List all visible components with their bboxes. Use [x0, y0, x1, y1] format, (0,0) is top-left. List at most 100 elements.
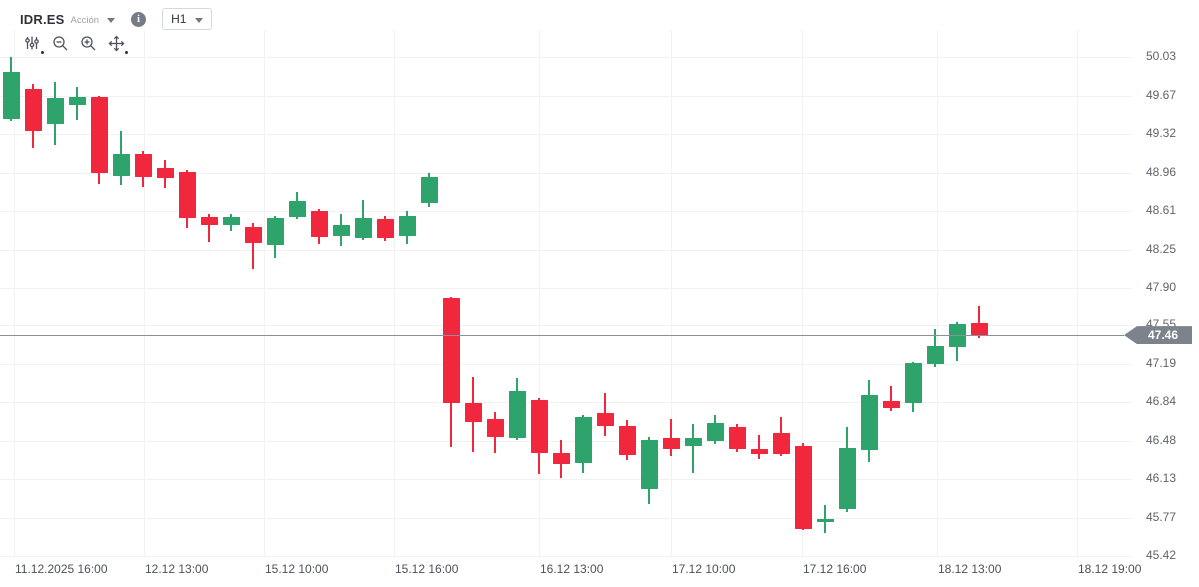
time-tick-label: 17.12 16:00	[803, 562, 867, 576]
symbol-label: IDR.ES	[20, 11, 65, 27]
chart-header: IDR.ES Acción i H1	[20, 8, 213, 30]
price-tick-label: 46.13	[1146, 471, 1177, 486]
time-gridline	[539, 30, 540, 556]
candle-wick-down	[890, 386, 892, 411]
price-tick-label: 49.32	[1146, 125, 1177, 140]
candle-up	[112, 154, 130, 177]
candle-up	[266, 218, 284, 246]
time-tick-label: 16.12 13:00	[540, 562, 604, 576]
zoom-out-icon	[52, 35, 69, 52]
candle-up	[816, 519, 834, 523]
candle-down	[156, 168, 174, 179]
candle-down	[882, 401, 900, 408]
price-gridline	[0, 57, 1132, 58]
candle-up	[838, 447, 856, 510]
price-gridline	[0, 172, 1132, 174]
candle-up	[420, 177, 438, 204]
dropdown-dot	[41, 51, 44, 54]
timeframe-value: H1	[171, 12, 187, 26]
time-gridline	[802, 30, 803, 556]
candle-up	[684, 438, 702, 446]
price-gridline	[0, 402, 1132, 404]
price-gridline	[0, 479, 1132, 481]
time-gridline	[671, 30, 672, 556]
time-tick-label: 18.12 19:00	[1078, 562, 1142, 576]
info-icon[interactable]: i	[131, 11, 147, 27]
candle-up	[354, 218, 372, 238]
candle-down	[750, 448, 768, 455]
price-gridline	[0, 210, 1132, 212]
candle-up	[904, 363, 922, 404]
candle-up	[332, 224, 350, 236]
candle-down	[24, 89, 42, 131]
candle-down	[552, 453, 570, 464]
price-gridline	[0, 325, 1132, 327]
candle-down	[486, 418, 504, 437]
candle-up	[222, 217, 240, 225]
price-tick-label: 49.67	[1146, 87, 1177, 102]
price-tick-label: 48.96	[1146, 164, 1177, 179]
candle-down	[442, 298, 460, 404]
time-tick-label: 15.12 10:00	[265, 562, 329, 576]
time-gridline	[14, 30, 15, 556]
time-tick-label: 11.12.2025 16:00	[15, 562, 108, 576]
candle-down	[200, 217, 218, 225]
pan-button[interactable]	[106, 33, 128, 54]
price-gridline	[0, 555, 1132, 557]
chevron-down-icon	[195, 17, 204, 23]
price-gridline	[0, 133, 1132, 135]
candle-up	[2, 72, 20, 119]
price-tick-label: 47.90	[1146, 279, 1177, 294]
chart-settings-button[interactable]	[22, 33, 44, 54]
candle-down	[244, 226, 262, 244]
price-gridline	[0, 441, 1132, 443]
price-gridline	[0, 95, 1132, 97]
time-tick-label: 18.12 13:00	[938, 562, 1002, 576]
candle-down	[134, 154, 152, 178]
candle-down	[772, 432, 790, 455]
price-gridline	[0, 364, 1132, 366]
candle-up	[860, 394, 878, 450]
candle-wick-down	[670, 418, 672, 457]
timeframe-select[interactable]: H1	[162, 8, 213, 30]
candle-down	[90, 97, 108, 173]
price-tick-label: 48.61	[1146, 202, 1177, 217]
candle-down	[464, 403, 482, 422]
candle-up	[706, 422, 724, 442]
chart-settings-icon	[24, 35, 40, 51]
dropdown-dot	[125, 51, 128, 54]
zoom-in-icon	[80, 35, 97, 52]
symbol-selector[interactable]: IDR.ES Acción	[20, 11, 116, 27]
chart-toolbar	[22, 33, 128, 54]
instrument-type-label: Acción	[70, 14, 100, 26]
price-gridline	[0, 249, 1132, 251]
time-tick-label: 15.12 16:00	[395, 562, 459, 576]
price-tick-label: 47.19	[1146, 356, 1177, 371]
candle-wick-down	[208, 213, 210, 243]
candle-down	[310, 210, 328, 237]
time-gridline	[937, 30, 938, 556]
candle-wick-down	[758, 434, 760, 459]
time-gridline	[1077, 30, 1078, 556]
time-tick-label: 12.12 13:00	[145, 562, 209, 576]
price-tick-label: 45.77	[1146, 510, 1177, 525]
candle-down	[794, 445, 812, 529]
time-gridline	[144, 30, 145, 556]
time-gridline	[264, 30, 265, 556]
candle-down	[728, 427, 746, 449]
candle-up	[574, 417, 592, 463]
pan-icon	[108, 35, 125, 52]
candle-wick-down	[252, 222, 254, 270]
price-tick-label: 46.84	[1146, 394, 1177, 409]
candle-down	[376, 219, 394, 238]
candle-down	[970, 323, 988, 336]
zoom-out-button[interactable]	[50, 33, 70, 53]
candle-wick-down	[978, 305, 980, 339]
zoom-in-button[interactable]	[78, 33, 98, 53]
time-tick-label: 17.12 10:00	[672, 562, 736, 576]
price-gridline	[0, 287, 1132, 289]
current-price-badge: 47.46	[1124, 326, 1192, 345]
candle-up	[398, 216, 416, 236]
candle-down	[618, 426, 636, 456]
